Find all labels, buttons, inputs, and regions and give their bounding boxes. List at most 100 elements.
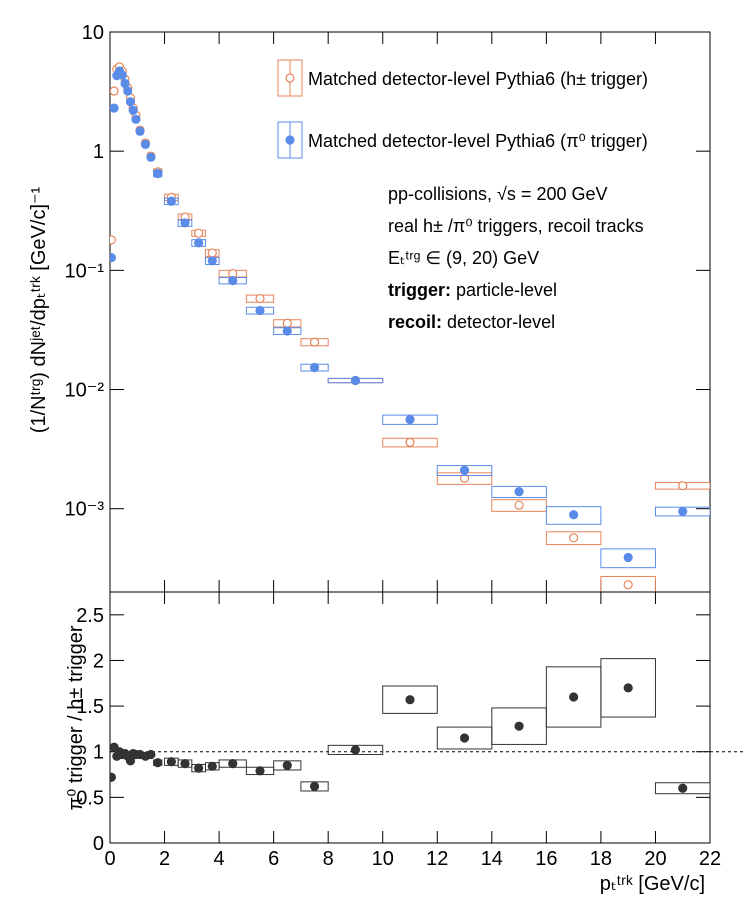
data-point [514,500,524,510]
data-point [282,326,292,336]
error-box [491,485,547,499]
data-point [569,533,579,543]
data-point [623,683,633,693]
x-tick-label: 20 [644,848,666,870]
x-tick-label: 16 [535,848,557,870]
data-point [623,580,633,590]
data-point [140,139,151,149]
data-point [282,760,292,771]
data-point [194,763,204,773]
annotation: pp-collisions, √s = 200 GeV [388,184,608,204]
plot-area [110,62,710,592]
annotation-label: trigger: [388,280,451,300]
y-tick-label: 0 [93,833,104,855]
y-tick-label: 1 [93,742,104,764]
data-point [405,414,415,425]
x-tick-label: 2 [159,848,170,870]
data-point [309,362,320,373]
legend-label: Matched detector-level Pythia6 (h± trigg… [308,69,648,89]
data-point [110,103,119,113]
data-point [180,758,190,769]
error-box [545,506,602,525]
y-tick-label: 0.5 [76,787,104,809]
x-tick-label: 6 [268,848,279,870]
data-point [678,481,688,491]
data-point [459,465,470,475]
error-box [491,499,547,512]
data-point [255,766,265,776]
data-point [350,375,361,386]
error-box [436,465,493,476]
data-point [110,772,116,782]
error-box [600,658,656,718]
plot-area [110,658,710,795]
data-point [678,506,688,516]
x-tick-label: 18 [590,848,612,870]
legend-marker [285,135,295,145]
data-point [459,733,470,743]
x-tick-label: 0 [104,848,115,870]
y-axis-label: (1/Nᵗʳᵍ) dNʲᵉᵗ/dpₜᵗʳᵏ [GeV/c]⁻¹ [28,186,50,433]
y-tick-label: 1 [93,141,104,163]
data-point [228,276,238,286]
x-tick-label: 8 [323,848,334,870]
data-point [255,293,265,304]
data-point [110,235,116,245]
y-tick-label: 2 [93,650,104,672]
data-point [125,97,136,107]
data-point [623,552,633,563]
annotation: trigger: particle-level [388,280,557,300]
error-box [382,685,438,714]
data-point [131,114,141,124]
data-point [207,256,217,266]
data-point [117,70,127,80]
error-box [545,531,602,546]
y-tick-label: 1.5 [76,696,104,718]
data-point [146,152,156,162]
data-point [228,758,238,769]
data-point [405,437,415,448]
y-tick-label: 10 [82,22,104,44]
annotation-label: recoil: [388,312,442,332]
y-tick-label: 2.5 [76,605,104,627]
data-point [350,745,361,755]
y-tick-label: 10⁻¹ [65,260,105,282]
data-point [514,487,524,497]
data-point [405,695,415,705]
legend-label: Matched detector-level Pythia6 (π⁰ trigg… [308,131,648,151]
data-point [120,78,130,89]
error-box [600,548,656,569]
data-point [194,228,204,238]
data-point [207,761,217,771]
x-tick-label: 4 [214,848,225,870]
x-tick-label: 22 [699,848,721,870]
annotation: recoil: detector-level [388,312,555,332]
data-point [166,757,176,767]
data-point [166,196,176,206]
data-point [569,510,579,520]
data-point [514,721,524,731]
annotation-text: particle-level [456,280,557,300]
data-point [282,318,292,328]
data-point [207,248,217,258]
data-point [110,252,116,263]
data-point [194,238,204,248]
data-point [146,749,156,760]
data-point [180,218,190,228]
data-point [128,105,138,115]
data-point [110,86,119,96]
data-point [255,305,265,316]
data-point [678,783,688,793]
data-point [309,781,320,792]
x-tick-label: 12 [426,848,448,870]
annotation: real h± /π⁰ triggers, recoil tracks [388,216,644,236]
legend-marker [285,73,295,83]
error-box [600,575,656,592]
error-box [654,782,710,795]
data-point [309,337,320,347]
annotation: Eₜᵗʳᵍ ∈ (9, 20) GeV [388,248,539,268]
x-axis-label: pₜᵗʳᵏ [GeV/c] [600,873,705,895]
plot-frame [109,591,711,844]
y-tick-label: 10⁻³ [65,499,105,521]
